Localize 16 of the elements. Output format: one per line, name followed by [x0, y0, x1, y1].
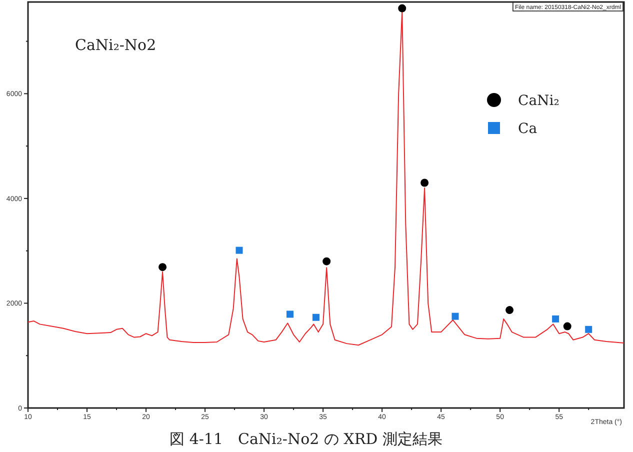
point: [506, 306, 514, 314]
point: [286, 310, 294, 318]
point: [452, 312, 459, 320]
text: 図 4-11 CaNi₂-No2 の XRD 測定結果: [170, 430, 442, 448]
point: [158, 263, 167, 272]
point: [552, 315, 560, 322]
point: [398, 4, 406, 12]
point: [312, 314, 320, 321]
point: [420, 178, 429, 187]
point: [585, 326, 592, 333]
legend-label: Ca: [518, 121, 538, 137]
point: [236, 246, 243, 254]
annotation: CaNi₂-No2: [75, 36, 156, 54]
legend-label: CaNi₂: [518, 93, 560, 109]
point: [322, 257, 331, 266]
point: [563, 322, 572, 330]
